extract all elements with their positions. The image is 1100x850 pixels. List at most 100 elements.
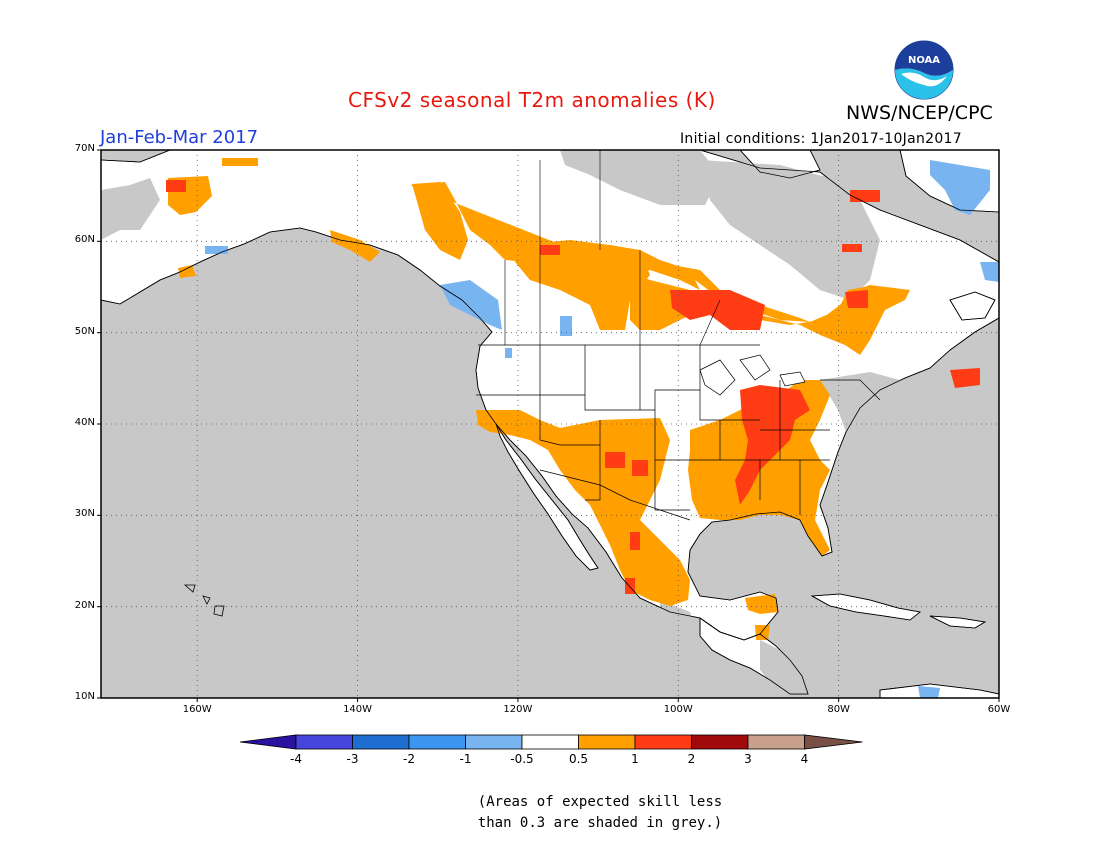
coastline — [949, 291, 996, 321]
agency-label: NWS/NCEP/CPC — [846, 102, 993, 124]
lat-label: 70N — [74, 143, 95, 154]
chart-title: CFSv2 seasonal T2m anomalies (K) — [348, 88, 716, 112]
lon-label: 160W — [182, 704, 212, 715]
state-border — [476, 389, 700, 411]
colorbar-label: -1 — [459, 752, 472, 766]
skill-note-line-2: than 0.3 are shaded in grey.) — [477, 815, 723, 831]
colorbar-segment — [747, 734, 805, 750]
state-border — [654, 460, 690, 511]
anomaly-cell — [930, 160, 990, 215]
great-lake — [779, 371, 806, 387]
colorbar-end-right — [804, 734, 863, 750]
colorbar-label: 1 — [631, 752, 639, 766]
anomaly-cell — [178, 265, 196, 278]
province-border — [699, 299, 721, 346]
anomaly-cell — [625, 578, 635, 594]
lat-label: 20N — [74, 599, 95, 611]
anomaly-cell — [980, 262, 999, 282]
colorbar-segment — [691, 734, 749, 750]
anomaly-cell — [735, 385, 810, 505]
anomaly-cell — [515, 240, 650, 330]
anomaly-cell — [745, 594, 778, 614]
colorbar-label: -0.5 — [510, 752, 534, 766]
anomaly-cell — [412, 182, 468, 260]
colorbar-segment — [408, 734, 466, 750]
state-border — [820, 379, 881, 401]
anomaly-cell — [560, 316, 572, 336]
noaa-logo-text: NOAA — [908, 55, 940, 66]
colorbar-label: -3 — [346, 752, 359, 766]
state-border — [585, 420, 601, 501]
colorbar-label: 3 — [744, 752, 752, 766]
lat-label: 40N — [74, 417, 95, 428]
anomaly-cell — [410, 182, 910, 355]
anomaly-cell — [950, 368, 980, 388]
hawaii-island — [202, 595, 211, 605]
colorbar — [239, 734, 863, 750]
skill-note-line-1: (Areas of expected skill less — [477, 794, 723, 810]
colorbar-label: 2 — [687, 752, 696, 766]
lon-label: 60W — [987, 704, 1011, 715]
no-skill-region — [870, 470, 882, 500]
anomaly-cell — [222, 158, 258, 166]
anomaly-cell — [540, 245, 560, 255]
coastline — [929, 615, 987, 629]
coastline — [810, 593, 921, 621]
no-skill-region — [660, 600, 700, 640]
colorbar-segment — [578, 734, 636, 750]
anomaly-cell — [205, 246, 228, 254]
great-lake — [699, 359, 736, 396]
coastline — [495, 423, 599, 571]
anomaly-cell — [505, 348, 512, 358]
state-border — [699, 345, 760, 421]
great-lake — [739, 354, 771, 381]
anomaly-cell — [645, 260, 906, 345]
anomaly-cell — [850, 190, 880, 202]
lat-label: 60N — [74, 234, 95, 246]
noaa-logo-icon: NOAA — [894, 40, 954, 100]
coastline — [100, 149, 1000, 641]
anomaly-cell — [845, 290, 868, 308]
no-skill-region — [760, 640, 808, 694]
anomaly-cell — [605, 452, 625, 468]
lat-label: 10N — [74, 691, 95, 702]
anomaly-cell — [630, 532, 640, 550]
anomaly-cell — [670, 290, 765, 330]
no-skill-region — [101, 178, 160, 240]
colorbar-label: -2 — [403, 752, 415, 766]
colorbar-segment — [465, 734, 523, 750]
anomaly-cell — [330, 230, 380, 262]
colorbar-label: 0.5 — [568, 752, 589, 766]
skill-note: (Areas of expected skill less than 0.3 a… — [470, 792, 730, 834]
state-border — [654, 410, 721, 461]
lon-label: 140W — [343, 704, 373, 715]
anomaly-cell — [842, 244, 862, 252]
lat-label: 50N — [74, 325, 95, 337]
lon-label: 80W — [827, 704, 850, 715]
state-border — [539, 469, 691, 521]
lon-label: 120W — [503, 704, 533, 715]
lon-label: 100W — [663, 704, 693, 715]
hawaii-island — [213, 605, 225, 617]
colorbar-segment — [295, 734, 353, 750]
colorbar-segment — [634, 734, 692, 750]
hawaii-island — [183, 584, 196, 593]
colorbar-label: 4 — [800, 752, 809, 766]
colorbar-segment — [352, 734, 410, 750]
anomaly-cell — [166, 180, 186, 192]
coastline — [699, 617, 809, 695]
anomaly-cell — [918, 686, 940, 698]
colorbar-segment — [521, 734, 579, 750]
colorbar-end-left — [239, 734, 297, 750]
lat-label: 30N — [74, 508, 95, 520]
anomaly-cell — [755, 625, 770, 640]
state-border — [539, 345, 561, 446]
no-skill-region — [820, 372, 920, 450]
no-skill-region — [700, 160, 880, 300]
anomaly-cell — [440, 280, 502, 330]
anomaly-cell — [632, 460, 648, 476]
colorbar-label: -4 — [290, 752, 302, 766]
initial-conditions: Initial conditions: 1Jan2017-10Jan2017 — [680, 131, 962, 147]
forecast-period: Jan-Feb-Mar 2017 — [100, 127, 259, 148]
